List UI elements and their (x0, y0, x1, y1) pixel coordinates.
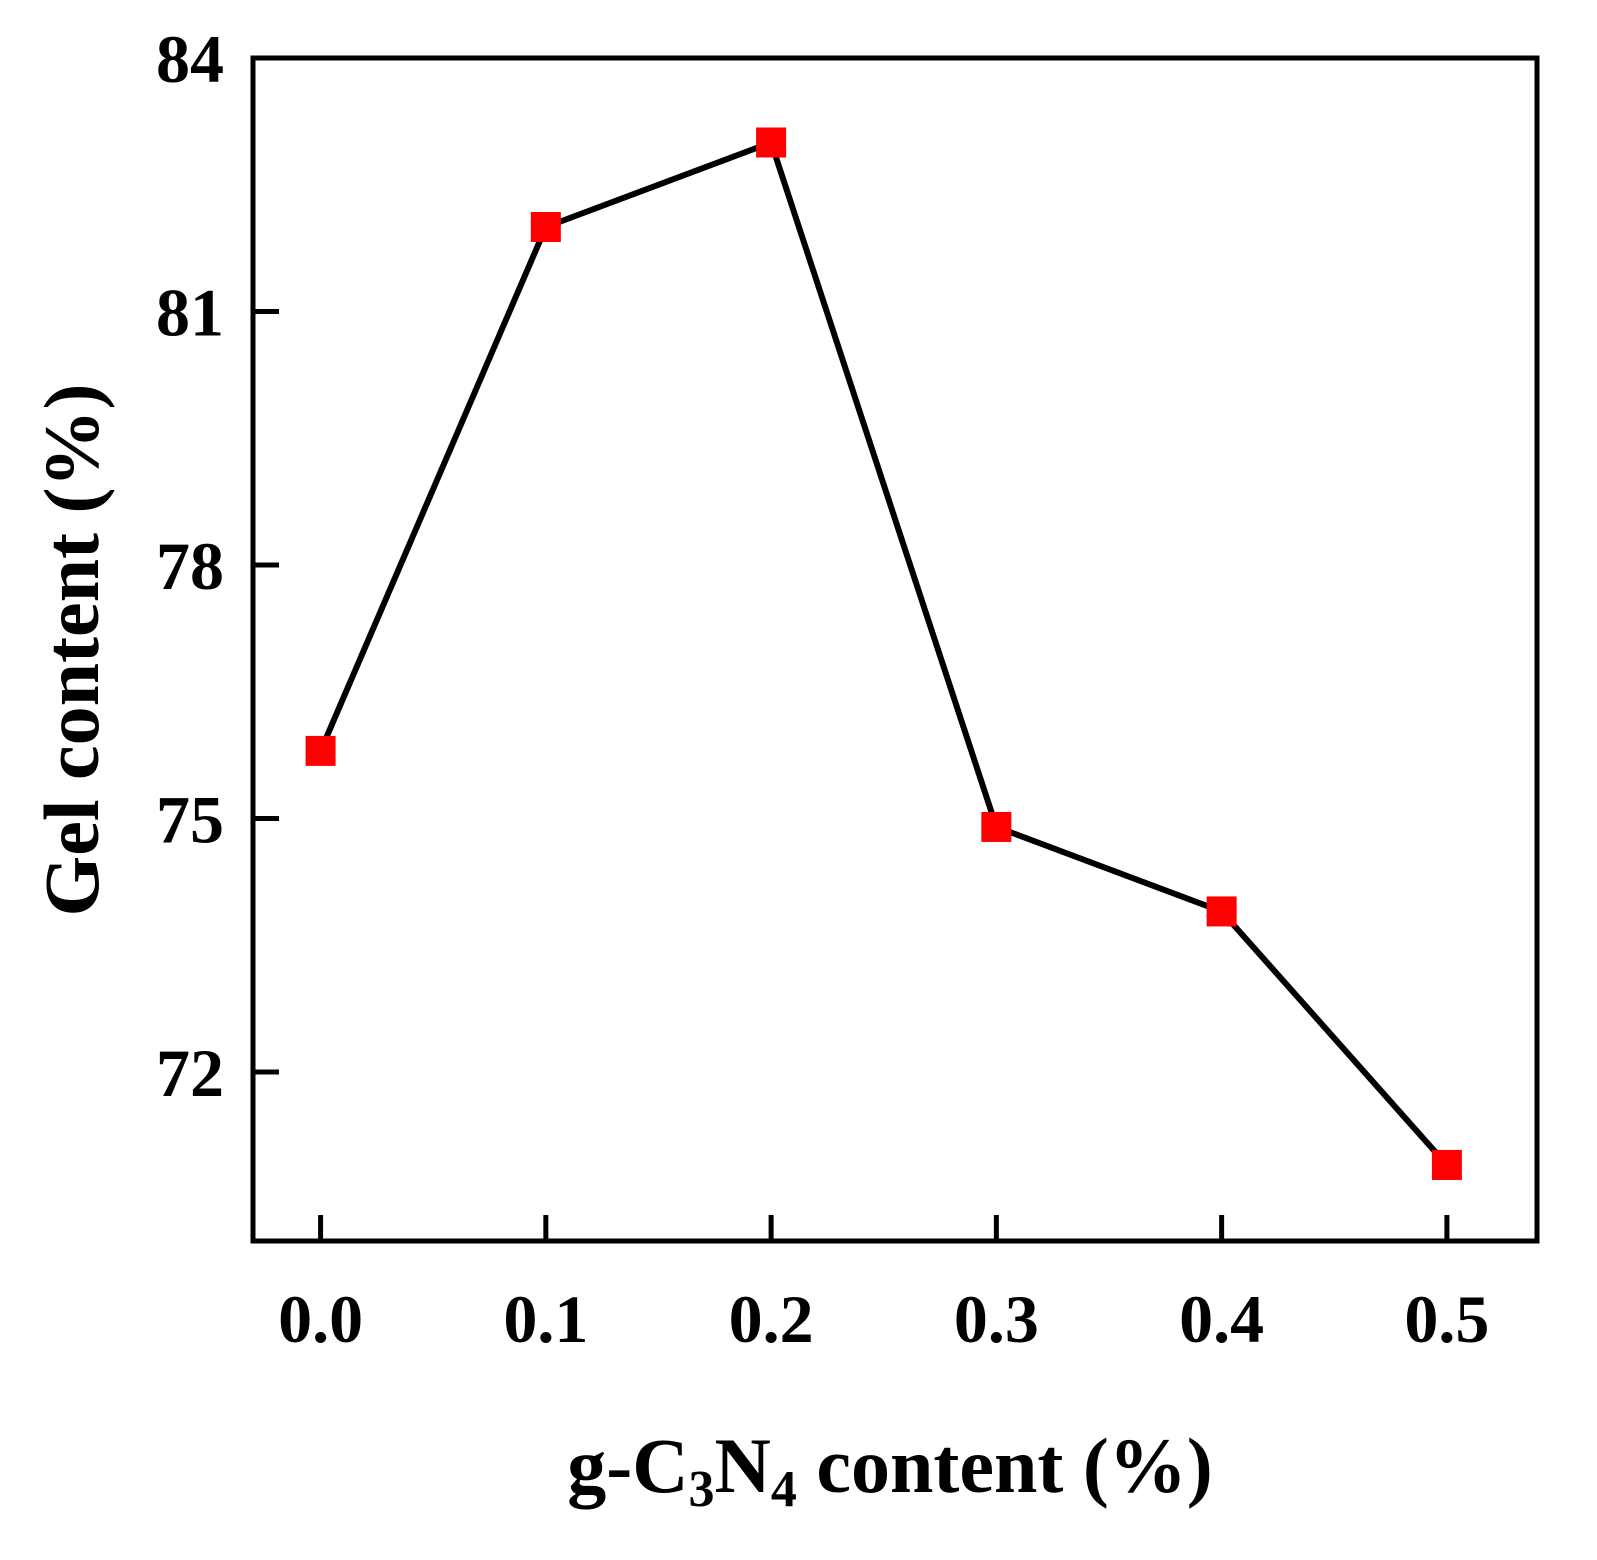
series-line (317, 139, 1450, 1167)
x-title-sub1: 3 (689, 1461, 715, 1518)
data-point-marker (1206, 896, 1237, 927)
y-tick-label: 78 (156, 528, 224, 604)
y-tick-label: 72 (156, 1035, 224, 1111)
y-tick-label: 81 (156, 275, 224, 351)
x-title-prefix: g-C (567, 1422, 688, 1509)
x-title-mid: N (715, 1422, 771, 1509)
x-title-sub2: 4 (771, 1461, 797, 1518)
plot-frame (250, 55, 1540, 1244)
tick-marks (253, 55, 1450, 1241)
data-series (305, 127, 1462, 1180)
data-point-marker (1431, 1149, 1462, 1180)
data-point-marker (305, 735, 336, 766)
x-title-suffix: content (%) (797, 1422, 1213, 1509)
y-tick-label: 84 (156, 21, 224, 97)
y-tick-label: 75 (156, 782, 224, 858)
x-tick-label: 0.0 (278, 1281, 363, 1357)
x-tick-label: 0.5 (1404, 1281, 1489, 1357)
data-point-marker (981, 811, 1012, 842)
x-tick-label: 0.4 (1179, 1281, 1264, 1357)
data-point-marker (756, 127, 787, 158)
y-axis-title: Gel content (%) (28, 384, 115, 917)
x-tick-label: 0.3 (954, 1281, 1039, 1357)
x-tick-label: 0.2 (729, 1281, 814, 1357)
x-tick-label: 0.1 (503, 1281, 588, 1357)
x-axis-title: g-C3N4 content (%) (567, 1422, 1213, 1518)
tick-labels: 0.0 0.1 0.2 0.3 0.4 0.5 72 75 78 81 84 (156, 21, 1489, 1357)
data-point-marker (530, 212, 561, 242)
